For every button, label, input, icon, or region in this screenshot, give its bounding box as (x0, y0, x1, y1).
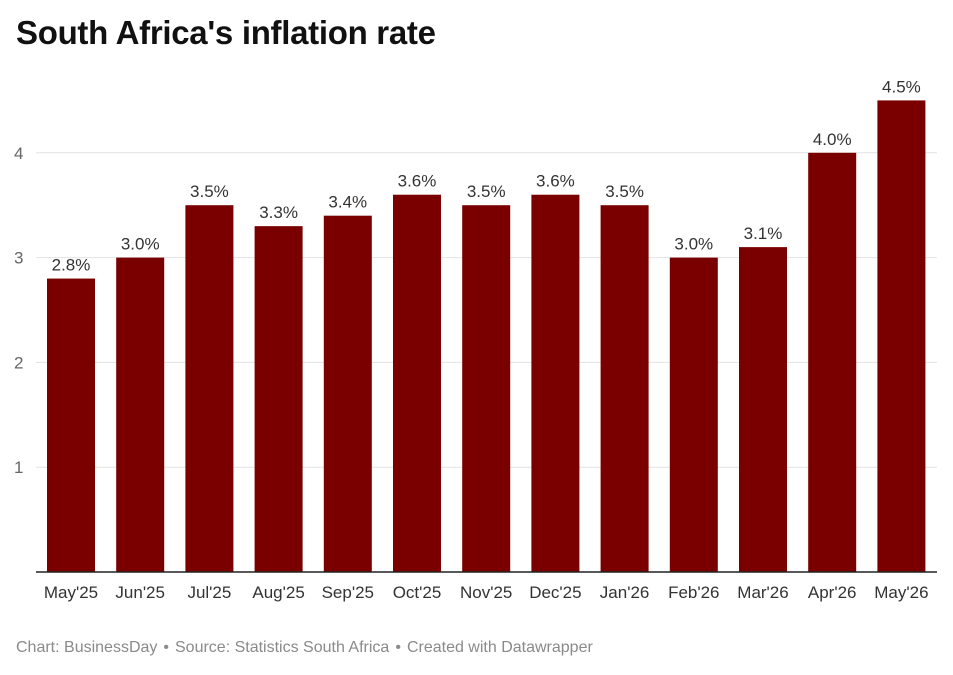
bar-value-label: 3.5% (605, 182, 644, 201)
x-tick-label: Dec'25 (529, 583, 581, 602)
x-tick-label: Oct'25 (393, 583, 442, 602)
bar (393, 194, 441, 572)
x-tick-label: Nov'25 (460, 583, 512, 602)
bar (323, 215, 372, 572)
bar-value-label: 4.0% (813, 130, 852, 149)
x-tick-label: Feb'26 (668, 583, 719, 602)
bar (185, 205, 234, 572)
category-labels: May'25 Jun'25 Jul'25 Aug'25 Sep'25 Oct'25 Nov'… (44, 583, 929, 602)
bar-value-label: 3.1% (744, 224, 783, 243)
chart-credit: Chart: BusinessDay (16, 639, 158, 656)
bar (600, 205, 649, 572)
y-tick-label: 3 (14, 249, 23, 268)
x-tick-label: Mar'26 (737, 583, 788, 602)
bar-value-label: 3.6% (536, 172, 575, 191)
x-tick-label: Jan'26 (600, 583, 650, 602)
bar (739, 247, 787, 572)
x-tick-label: Jul'25 (187, 583, 231, 602)
bar-value-label: 3.0% (674, 235, 713, 254)
bar (808, 152, 857, 573)
x-tick-label: Sep'25 (322, 583, 374, 602)
y-tick-label: 2 (14, 353, 23, 372)
bar-value-label: 2.8% (52, 256, 91, 275)
bar-value-label: 3.3% (259, 203, 298, 222)
bar (877, 100, 926, 573)
footer-separator: • (395, 639, 401, 656)
x-tick-label: May'26 (874, 583, 928, 602)
bar-value-label: 3.0% (121, 235, 160, 254)
x-tick-label: Apr'26 (808, 583, 857, 602)
chart-title: South Africa's inflation rate (16, 14, 436, 51)
bar (531, 194, 580, 572)
x-tick-label: May'25 (44, 583, 98, 602)
value-labels: 2.8% 3.0% 3.5% 3.3% 3.4% 3.6% 3.5% 3.6% 3.5% 3.0%… (52, 77, 921, 274)
bar-value-label: 3.4% (328, 193, 367, 212)
source-credit: Source: Statistics South Africa (175, 639, 390, 656)
bars (47, 100, 926, 573)
bar-value-label: 3.5% (467, 182, 506, 201)
bar-value-label: 3.6% (398, 172, 437, 191)
y-tick-label: 1 (14, 458, 23, 477)
y-tick-label: 4 (14, 144, 23, 163)
bar (254, 226, 303, 572)
bar (47, 278, 95, 572)
bar-value-label: 4.5% (882, 77, 921, 96)
chart-footer: Chart: BusinessDay • Source: Statistics So… (16, 639, 593, 657)
x-tick-label: Jun'25 (115, 583, 165, 602)
bar (116, 257, 165, 572)
footer-separator: • (163, 639, 169, 656)
bar (669, 257, 718, 572)
x-tick-label: Aug'25 (252, 583, 304, 602)
bar (462, 205, 511, 572)
bar-value-label: 3.5% (190, 182, 229, 201)
tool-credit: Created with Datawrapper (406, 639, 593, 656)
